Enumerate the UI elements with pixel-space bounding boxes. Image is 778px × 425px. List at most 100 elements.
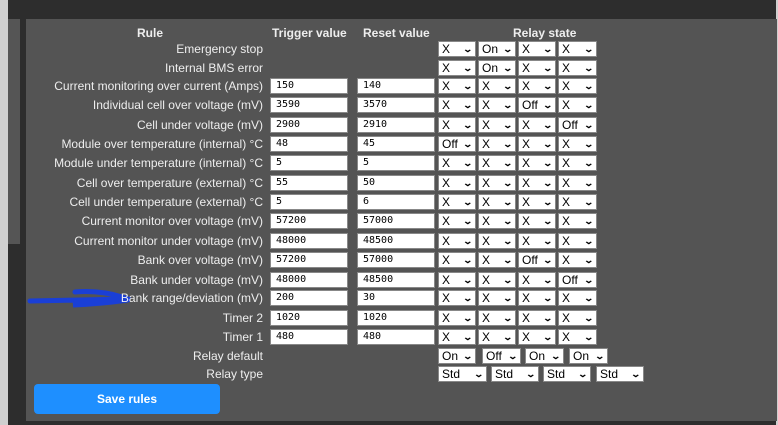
relay-1-state-select[interactable]: X ⌄ [438, 252, 476, 268]
reset-value-input[interactable]: 140 [357, 78, 435, 94]
trigger-value-input[interactable]: 57200 [270, 252, 348, 268]
relay-4-state-select[interactable]: X ⌄ [558, 41, 597, 57]
reset-value-input[interactable]: 1020 [357, 310, 435, 326]
trigger-value-input[interactable]: 3590 [270, 97, 348, 113]
relay-2-state-select[interactable]: X ⌄ [478, 97, 516, 113]
trigger-value-input[interactable]: 1020 [270, 310, 348, 326]
reset-value-input[interactable]: 5 [357, 155, 435, 171]
relay-1-state-select[interactable]: X ⌄ [438, 213, 476, 229]
relay-1-state-select[interactable]: X ⌄ [438, 41, 476, 57]
relay-2-state-select[interactable]: X ⌄ [478, 233, 516, 249]
relay-3-state-select[interactable]: X ⌄ [518, 272, 556, 288]
relay-3-state-select[interactable]: X ⌄ [518, 41, 556, 57]
relay-1-state-select[interactable]: X ⌄ [438, 194, 476, 210]
reset-value-input[interactable]: 45 [357, 136, 435, 152]
relay-4-state-select[interactable]: X ⌄ [558, 252, 597, 268]
relay-2-state-select[interactable]: X ⌄ [478, 272, 516, 288]
relay-2-state-select[interactable]: X ⌄ [478, 117, 516, 133]
reset-value-input[interactable]: 2910 [357, 117, 435, 133]
relay-4-state-select[interactable]: X ⌄ [558, 78, 597, 94]
relay-1-state-select[interactable]: X ⌄ [438, 78, 476, 94]
relay-2-state-select[interactable]: X ⌄ [478, 213, 516, 229]
relay-2-state-select[interactable]: X ⌄ [478, 78, 516, 94]
reset-value-input[interactable]: 50 [357, 175, 435, 191]
trigger-value-input[interactable]: 48000 [270, 272, 348, 288]
relay-3-state-select[interactable]: X ⌄ [518, 310, 556, 326]
save-rules-button[interactable]: Save rules [34, 384, 220, 414]
relay-3-state-select[interactable]: X ⌄ [518, 78, 556, 94]
relay-1-state-select[interactable]: X ⌄ [438, 60, 476, 76]
relay-4-state-select[interactable]: X ⌄ [558, 175, 597, 191]
relay-1-state-select[interactable]: X ⌄ [438, 175, 476, 191]
relay-1-state-select[interactable]: X ⌄ [438, 233, 476, 249]
trigger-value-input[interactable]: 48 [270, 136, 348, 152]
relay-3-type-select[interactable]: Std ⌄ [543, 366, 591, 382]
relay-1-state-select[interactable]: X ⌄ [438, 290, 476, 306]
trigger-value-input[interactable]: 200 [270, 290, 348, 306]
relay-1-type-select[interactable]: Std ⌄ [438, 366, 487, 382]
relay-2-state-select[interactable]: X ⌄ [478, 329, 516, 345]
trigger-value-input[interactable]: 150 [270, 78, 348, 94]
relay-3-state-select[interactable]: X ⌄ [518, 213, 556, 229]
relay-3-default-select[interactable]: On ⌄ [525, 348, 564, 364]
relay-4-state-select[interactable]: X ⌄ [558, 60, 597, 76]
reset-value-input[interactable]: 6 [357, 194, 435, 210]
relay-3-state-select[interactable]: X ⌄ [518, 117, 556, 133]
relay-3-state-select[interactable]: X ⌄ [518, 175, 556, 191]
reset-value-input[interactable]: 48500 [357, 272, 435, 288]
trigger-value-input[interactable]: 2900 [270, 117, 348, 133]
relay-3-state-select[interactable]: Off ⌄ [518, 252, 556, 268]
relay-4-default-select[interactable]: On ⌄ [569, 348, 608, 364]
relay-1-state-select[interactable]: X ⌄ [438, 329, 476, 345]
relay-3-state-select[interactable]: X ⌄ [518, 194, 556, 210]
trigger-value-input[interactable]: 5 [270, 194, 348, 210]
relay-2-state-select[interactable]: X ⌄ [478, 175, 516, 191]
reset-value-input[interactable]: 57000 [357, 213, 435, 229]
reset-value-input[interactable]: 48500 [357, 233, 435, 249]
relay-2-default-select[interactable]: Off ⌄ [482, 348, 521, 364]
relay-4-state-select[interactable]: X ⌄ [558, 290, 597, 306]
relay-4-state-select[interactable]: X ⌄ [558, 233, 597, 249]
relay-4-state-select[interactable]: Off ⌄ [558, 272, 597, 288]
relay-3-state-select[interactable]: Off ⌄ [518, 97, 556, 113]
relay-1-state-select[interactable]: X ⌄ [438, 155, 476, 171]
relay-4-state-select[interactable]: X ⌄ [558, 155, 597, 171]
relay-2-type-select[interactable]: Std ⌄ [491, 366, 539, 382]
relay-1-state-select[interactable]: X ⌄ [438, 310, 476, 326]
relay-1-state-select[interactable]: X ⌄ [438, 97, 476, 113]
relay-2-state-select[interactable]: X ⌄ [478, 252, 516, 268]
relay-4-state-select[interactable]: X ⌄ [558, 97, 597, 113]
reset-value-input[interactable]: 57000 [357, 252, 435, 268]
relay-1-default-select[interactable]: On ⌄ [438, 348, 476, 364]
relay-4-state-select[interactable]: X ⌄ [558, 213, 597, 229]
trigger-value-input[interactable]: 48000 [270, 233, 348, 249]
relay-3-state-select[interactable]: X ⌄ [518, 233, 556, 249]
relay-4-state-select[interactable]: X ⌄ [558, 194, 597, 210]
relay-2-state-select[interactable]: On ⌄ [478, 41, 516, 57]
relay-4-type-select[interactable]: Std ⌄ [596, 366, 644, 382]
relay-2-state-select[interactable]: X ⌄ [478, 136, 516, 152]
reset-value-input[interactable]: 30 [357, 290, 435, 306]
relay-2-state-select[interactable]: X ⌄ [478, 155, 516, 171]
relay-2-state-select[interactable]: X ⌄ [478, 290, 516, 306]
relay-3-state-select[interactable]: X ⌄ [518, 329, 556, 345]
trigger-value-input[interactable]: 5 [270, 155, 348, 171]
relay-3-state-select[interactable]: X ⌄ [518, 290, 556, 306]
reset-value-input[interactable]: 480 [357, 329, 435, 345]
trigger-value-input[interactable]: 57200 [270, 213, 348, 229]
relay-1-state-select[interactable]: X ⌄ [438, 117, 476, 133]
trigger-value-input[interactable]: 480 [270, 329, 348, 345]
relay-2-state-select[interactable]: X ⌄ [478, 310, 516, 326]
relay-1-state-select[interactable]: Off ⌄ [438, 136, 476, 152]
relay-3-state-select[interactable]: X ⌄ [518, 136, 556, 152]
relay-4-state-select[interactable]: Off ⌄ [558, 117, 597, 133]
relay-2-state-select[interactable]: X ⌄ [478, 194, 516, 210]
reset-value-input[interactable]: 3570 [357, 97, 435, 113]
relay-4-state-select[interactable]: X ⌄ [558, 310, 597, 326]
relay-2-state-select[interactable]: On ⌄ [478, 60, 516, 76]
relay-3-state-select[interactable]: X ⌄ [518, 155, 556, 171]
trigger-value-input[interactable]: 55 [270, 175, 348, 191]
relay-1-state-select[interactable]: X ⌄ [438, 272, 476, 288]
relay-4-state-select[interactable]: X ⌄ [558, 136, 597, 152]
relay-3-state-select[interactable]: X ⌄ [518, 60, 556, 76]
